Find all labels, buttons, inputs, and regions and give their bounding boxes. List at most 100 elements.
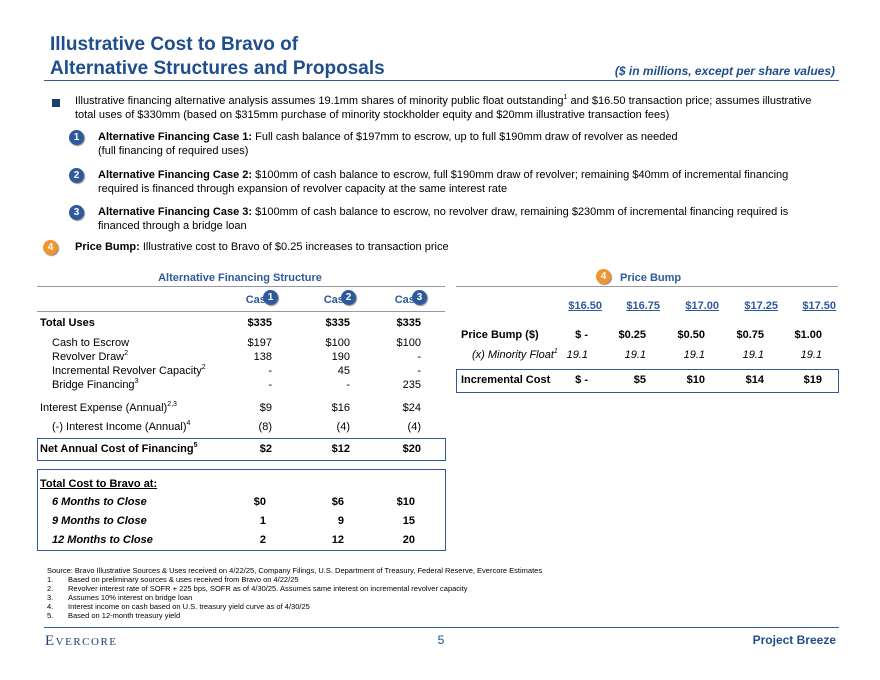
- badge: 4: [43, 240, 58, 255]
- table-header-rule: [37, 286, 445, 287]
- footnote-number: 3.: [47, 593, 54, 602]
- footnote-ref: 1: [553, 348, 558, 355]
- row-label-text: Revolver Draw: [52, 351, 125, 363]
- footnote-text: Assumes 10% interest on bridge loan: [68, 593, 193, 602]
- footnote-ref: 2: [201, 364, 206, 371]
- badge: 3: [69, 205, 84, 220]
- logo: Evercore: [45, 633, 118, 649]
- case-text: Alternative Financing Case 1: Full cash …: [98, 131, 818, 158]
- badge: 4: [596, 269, 611, 284]
- cell: -: [268, 379, 272, 391]
- bullet-text: Illustrative financing alternative analy…: [75, 94, 835, 122]
- footnote-text: Based on 12-month treasury yield: [68, 611, 181, 620]
- cell: 1: [259, 515, 266, 527]
- subtitle: ($ in millions, except per share values): [614, 64, 835, 78]
- footnote-ref: 1: [563, 94, 568, 101]
- cell: $0: [253, 496, 266, 508]
- footnote-number: 2.: [47, 584, 54, 593]
- column-label: $16.50: [568, 300, 602, 312]
- column-label: $16.75: [626, 300, 660, 312]
- row-label: Revolver Draw2: [52, 350, 128, 364]
- cell: 235: [402, 379, 421, 391]
- case-label: Price Bump:: [75, 241, 140, 253]
- footnote-text: Interest income on cash based on U.S. tr…: [68, 602, 310, 611]
- column-label: $17.50: [802, 300, 836, 312]
- cell: (8): [258, 421, 272, 433]
- cell: $ -: [575, 329, 588, 341]
- row-label-text: Net Annual Cost of Financing: [40, 443, 194, 455]
- cell: $5: [633, 374, 646, 386]
- case-label: Alternative Financing Case 1:: [98, 131, 253, 143]
- cell: $19: [803, 374, 822, 386]
- cell: $2: [259, 443, 272, 455]
- page-number: 5: [437, 633, 445, 647]
- row-label-text: (-) Interest Income (Annual): [52, 421, 187, 433]
- row-label-text: Total Uses: [40, 317, 95, 329]
- case-label: Alternative Financing Case 3:: [98, 206, 253, 218]
- case-text: Alternative Financing Case 3: $100mm of …: [98, 206, 818, 233]
- column-label: $17.00: [685, 300, 719, 312]
- cell: 138: [253, 351, 272, 363]
- case-description: Illustrative cost to Bravo of $0.25 incr…: [142, 241, 449, 253]
- source: Source: Bravo Illustrative Sources & Use…: [47, 566, 543, 575]
- footnote-number: 5.: [47, 611, 54, 620]
- cell: $0.25: [618, 329, 646, 341]
- cell: $197: [247, 337, 272, 349]
- cell: $0.50: [677, 329, 705, 341]
- cell: 19.1: [742, 349, 764, 361]
- cell: 9: [337, 515, 344, 527]
- cell: (4): [336, 421, 350, 433]
- row-label-text: Cash to Escrow: [52, 337, 130, 349]
- case-description: (full financing of required uses): [98, 144, 249, 157]
- table-title: Total Cost to Bravo at:: [40, 478, 158, 490]
- row-label: 9 Months to Close: [52, 515, 147, 527]
- table-title: Alternative Financing Structure: [158, 272, 322, 284]
- title: Illustrative Cost to Bravo of: [50, 34, 299, 55]
- cell: 12: [331, 534, 344, 546]
- row-label-text: Incremental Cost: [461, 374, 551, 386]
- title-rule: [44, 80, 839, 81]
- row-label: (x) Minority Float1: [472, 348, 558, 362]
- footnote-ref: 3: [134, 378, 139, 385]
- table-title: Price Bump: [620, 272, 682, 284]
- cell: $16: [331, 402, 350, 414]
- cell: -: [346, 379, 350, 391]
- case-description: Full cash balance of $197mm to escrow, u…: [255, 131, 678, 143]
- case-text: Price Bump: Illustrative cost to Bravo o…: [75, 241, 835, 255]
- cell: $100: [396, 337, 421, 349]
- row-label: Cash to Escrow: [52, 337, 129, 350]
- case-text: Alternative Financing Case 2: $100mm of …: [98, 169, 818, 196]
- footnote-number: 4.: [47, 602, 54, 611]
- cell: $12: [331, 443, 350, 455]
- text: and $16.50 transaction price; assumes il…: [75, 95, 812, 121]
- row-label: Incremental Cost: [461, 374, 550, 387]
- case-description: $100mm of cash balance to escrow, no rev…: [98, 206, 789, 232]
- footnote-ref: 2,3: [167, 401, 177, 408]
- cell: -: [268, 365, 272, 377]
- footnote-ref: 5: [193, 442, 198, 449]
- footnote-text: Revolver interest rate of SOFR + 225 bps…: [68, 584, 468, 593]
- footnote-text: Based on preliminary sources & uses rece…: [68, 575, 299, 584]
- cell: 45: [337, 365, 350, 377]
- cell: $20: [402, 443, 421, 455]
- row-label: Bridge Financing3: [52, 378, 139, 392]
- cell: $0.75: [736, 329, 764, 341]
- badge: 2: [341, 290, 356, 305]
- badge: 1: [69, 130, 84, 145]
- net-cost-box: [37, 438, 446, 461]
- title: Alternative Structures and Proposals: [50, 58, 385, 79]
- incremental-cost-box: [456, 369, 839, 393]
- column-rule: [37, 311, 445, 312]
- column-label: $17.25: [744, 300, 778, 312]
- row-label: Net Annual Cost of Financing5: [40, 442, 198, 456]
- row-label: Price Bump ($): [461, 329, 539, 342]
- cell: 19.1: [800, 349, 822, 361]
- row-label: Interest Expense (Annual)2,3: [40, 401, 177, 415]
- row-label-text: Interest Expense (Annual): [40, 402, 168, 414]
- footnote-ref: 4: [186, 420, 191, 427]
- row-label-text: (x) Minority Float: [472, 349, 554, 361]
- total-cost-box: [37, 469, 446, 551]
- badge: 1: [263, 290, 278, 305]
- row-label-text: Bridge Financing: [52, 379, 135, 391]
